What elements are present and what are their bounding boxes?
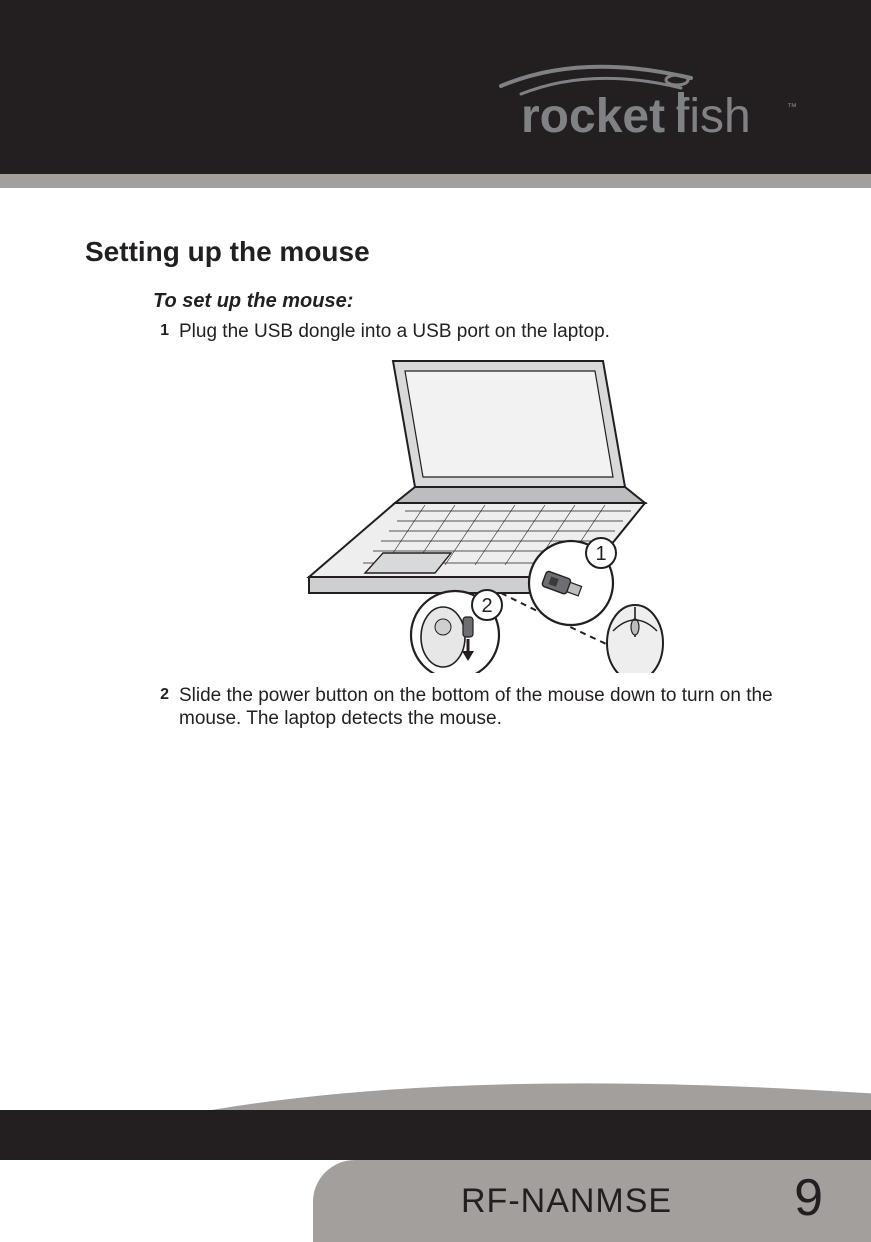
svg-text:rocket: rocket bbox=[521, 90, 665, 143]
step-number: 2 bbox=[153, 685, 179, 730]
header-gray-strip bbox=[0, 174, 871, 188]
step-number: 1 bbox=[153, 321, 179, 343]
step-item: 2 Slide the power button on the bottom o… bbox=[153, 685, 807, 730]
footer-gray-band: RF-NANMSE bbox=[313, 1160, 871, 1242]
brand-logo: rocket fish ™ bbox=[491, 58, 831, 148]
callout-label: 1 bbox=[595, 543, 606, 565]
callout-power-switch: 2 bbox=[411, 590, 502, 673]
trademark-symbol: ™ bbox=[787, 102, 797, 113]
subheading: To set up the mouse: bbox=[153, 290, 807, 313]
page-root: rocket fish ™ Setting up the mouse To se… bbox=[0, 0, 871, 1242]
step-text: Slide the power button on the bottom of … bbox=[179, 685, 807, 730]
svg-text:fish: fish bbox=[676, 90, 751, 143]
section-title: Setting up the mouse bbox=[85, 236, 807, 268]
page-number: 9 bbox=[794, 1168, 823, 1228]
footer-black-band bbox=[0, 1110, 871, 1160]
content-area: Setting up the mouse To set up the mouse… bbox=[85, 236, 807, 740]
mouse-icon bbox=[607, 605, 663, 673]
callout-label: 2 bbox=[481, 595, 492, 617]
step-item: 1 Plug the USB dongle into a USB port on… bbox=[153, 321, 807, 343]
model-number: RF-NANMSE bbox=[461, 1182, 672, 1221]
illustration: 1 2 bbox=[153, 353, 807, 673]
steps-list: 1 Plug the USB dongle into a USB port on… bbox=[153, 321, 807, 730]
step-text: Plug the USB dongle into a USB port on t… bbox=[179, 321, 807, 343]
